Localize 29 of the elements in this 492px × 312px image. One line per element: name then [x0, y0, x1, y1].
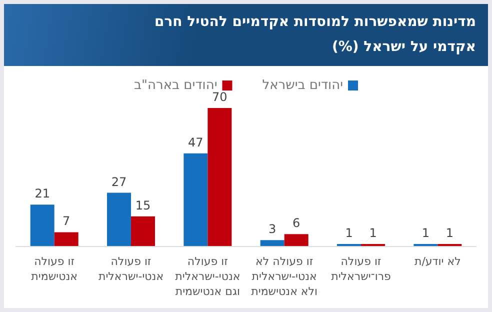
x-tick-label: זו פעולה פרו־ישראלית [331, 255, 392, 283]
data-label: 1 [422, 226, 430, 240]
x-tick-label: זו פעולה לא אנטי-ישראלית ולא אנטישמית [251, 255, 318, 298]
bar [131, 216, 155, 246]
x-tick-label: לא יודע/ת [414, 255, 461, 268]
data-label: 47 [188, 135, 204, 150]
x-tick-label: זו פעולה אנטישמית [31, 255, 78, 283]
x-tick-label: זו פעולה אנטי-ישראלית וגם אנטישמית [175, 255, 240, 298]
data-label: 15 [135, 198, 151, 212]
data-label: 1 [446, 226, 454, 240]
data-label: 27 [111, 174, 127, 189]
data-label: 1 [369, 226, 377, 240]
bar [184, 153, 208, 246]
data-label: 7 [62, 214, 70, 228]
data-label: 3 [268, 222, 276, 236]
bar [284, 234, 308, 246]
chart-title: מדינות שמאפשרות למוסדות אקדמיים להטיל חרם אקדמי על ישראל (%) [4, 4, 488, 66]
bar [107, 192, 131, 246]
data-label: 21 [34, 186, 50, 201]
data-label: 1 [345, 226, 353, 240]
bar [54, 232, 78, 246]
bar [208, 108, 232, 246]
bar [260, 240, 284, 246]
data-label: 6 [292, 216, 300, 230]
legend-label: יהודים בישראל [262, 78, 344, 93]
legend-label: יהודים בארה"ב [134, 78, 218, 93]
bar [30, 204, 54, 246]
data-label: 70 [212, 90, 228, 104]
x-tick-label: זו פעולה אנטי-ישראלית [98, 255, 164, 283]
